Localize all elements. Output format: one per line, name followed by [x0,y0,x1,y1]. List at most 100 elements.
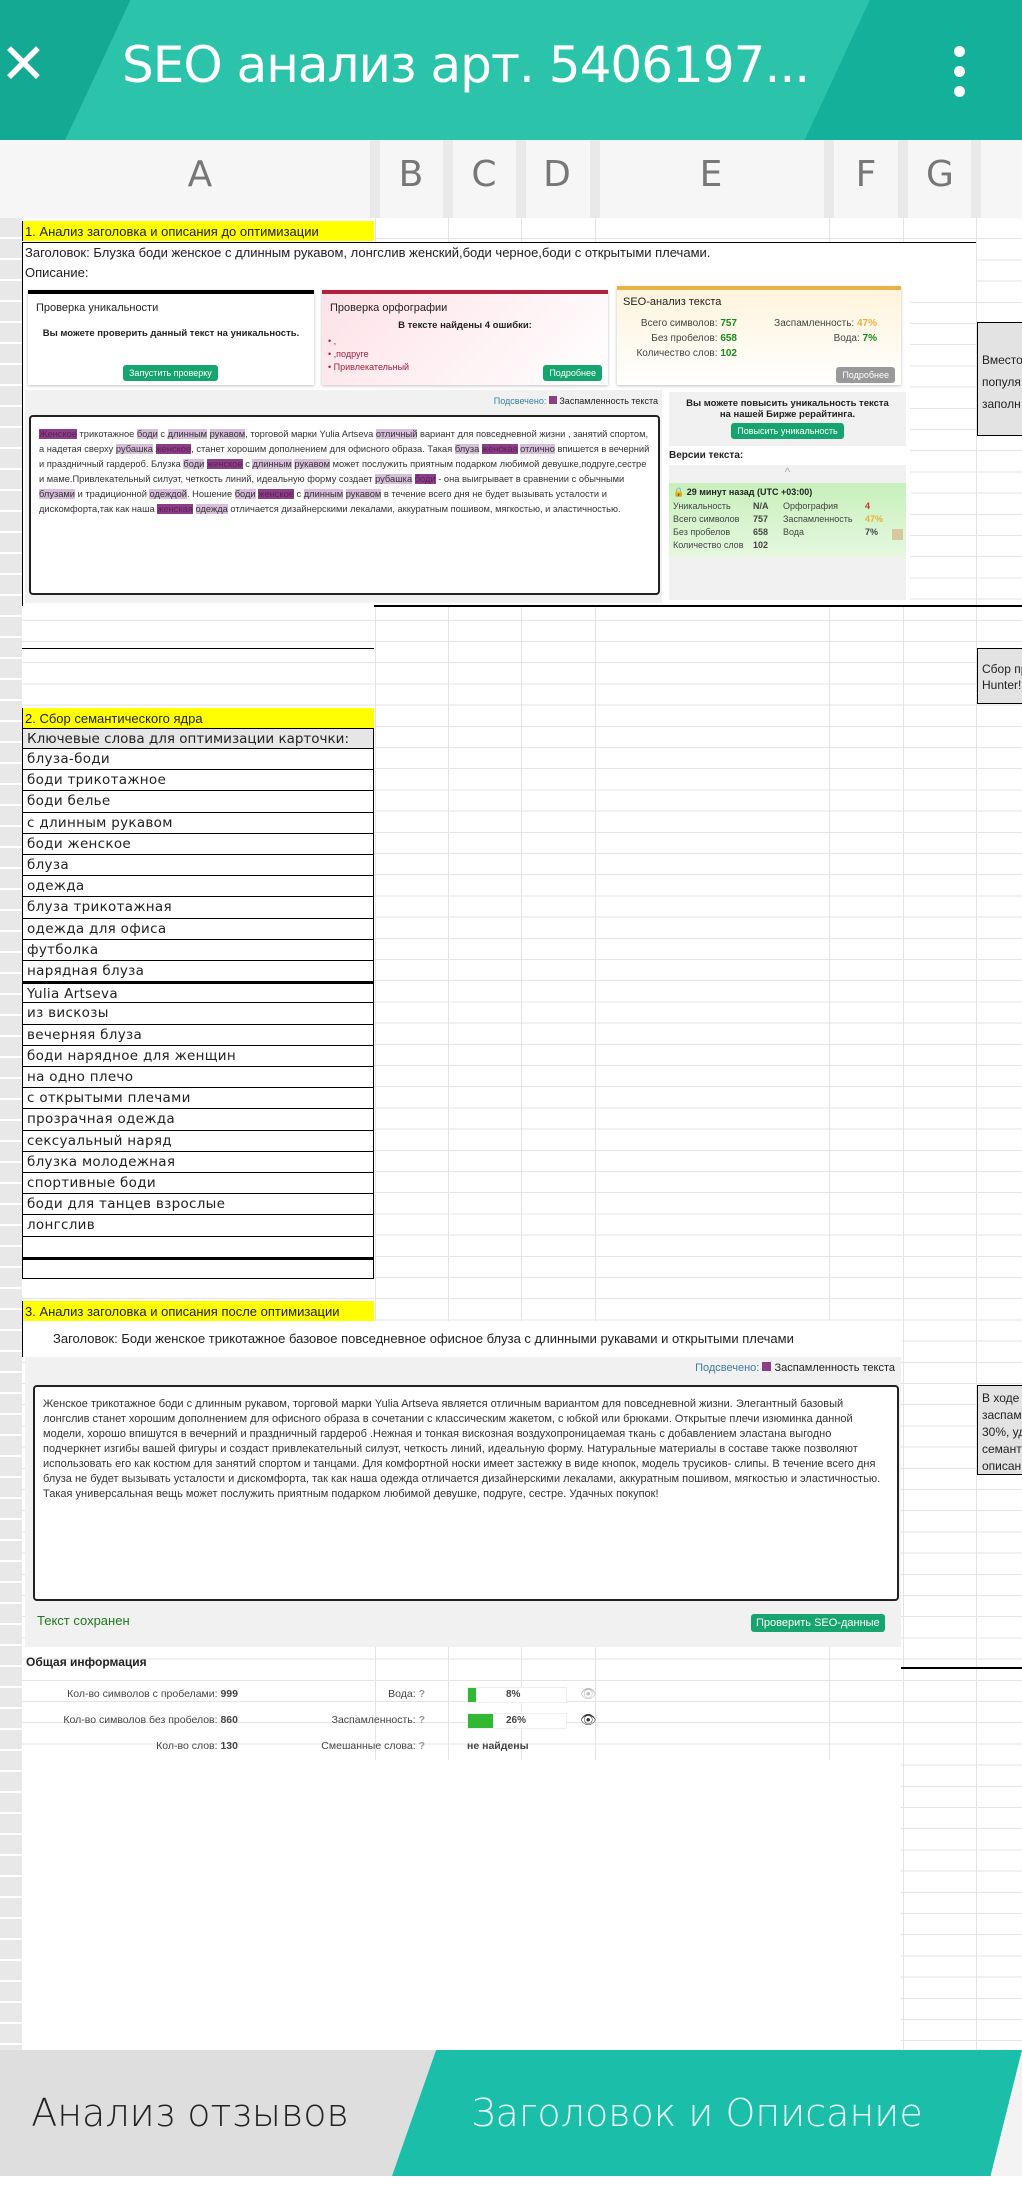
keyword-cell[interactable]: боди трикотажное [22,770,374,792]
keyword-cell[interactable]: футболка [22,939,374,961]
versions-panel: ^ 🔒 29 минут назад (UTC +03:00) Уникальн… [669,465,906,600]
column-resize-handle[interactable] [824,140,834,218]
keyword-cell[interactable] [22,1257,374,1279]
keyword-cell[interactable]: с длинным рукавом [22,812,374,834]
text-segment: и традиционной [75,489,150,499]
tab-reviews-analysis[interactable]: Анализ отзывов [0,2050,440,2176]
keyword-cell[interactable]: блуза [22,855,374,877]
keyword-cell[interactable]: одежда [22,876,374,898]
spam-highlighted-word: женское [206,459,243,469]
text-segment: вариант для повседневной жизни , занятий… [39,429,649,454]
versions-label: Версии текста: [669,450,744,461]
general-info-heading: Общая информация [26,1655,147,1669]
optimized-text-area[interactable]: Женское трикотажное боди с длинным рукав… [33,1385,899,1601]
spam-highlighted-word: одеждой [149,489,187,499]
more-vert-icon[interactable] [944,40,974,110]
spelling-error[interactable]: • , [328,336,337,346]
keyword-cell[interactable]: Yulia Artseva [22,982,374,1004]
eye-icon[interactable]: 👁 [580,1712,597,1727]
column-resize-handle[interactable] [443,140,453,218]
column-header-g[interactable]: G [926,154,954,195]
keyword-cell[interactable]: блуза трикотажная [22,897,374,919]
section-2-heading[interactable]: 2. Сбор семантического ядра [22,708,374,728]
section-3-title-cell[interactable]: Заголовок: Боди женское трикотажное базо… [22,1321,902,1357]
column-header-c[interactable]: C [471,154,497,195]
keyword-cell[interactable]: лонгслив [22,1215,374,1237]
increase-uniqueness-button[interactable]: Повысить уникальность [731,423,844,439]
uniqueness-title: Проверка уникальности [36,302,159,314]
keyword-cell[interactable]: блуза-боди [22,749,374,771]
text-segment: . Ношение [186,489,235,499]
close-icon[interactable]: ✕ [0,32,47,97]
section-1-heading[interactable]: 1. Анализ заголовка и описания до оптими… [22,221,374,241]
version-entry[interactable]: 🔒 29 минут назад (UTC +03:00) Уникальнос… [669,483,906,557]
original-text-area[interactable]: Женское трикотажное боди с длинным рукав… [29,415,660,595]
chevron-up-icon[interactable]: ^ [784,465,791,479]
column-header-b[interactable]: B [398,154,424,195]
spam-highlighted-word: рубашка [375,474,413,484]
spam-highlighted-word: Женское [39,429,77,439]
mixed-words-value: не найдены [467,1740,529,1752]
keyword-cell[interactable]: на одно плечо [22,1067,374,1089]
keyword-cell[interactable]: боди белье [22,791,374,813]
column-resize-handle[interactable] [590,140,600,218]
keyword-cell[interactable]: боди нарядное для женщин [22,1045,374,1067]
spelling-title: Проверка орфографии [330,302,448,314]
eye-icon[interactable]: 👁 [580,1686,597,1701]
keyword-cell[interactable]: с открытыми плечами [22,1088,374,1110]
help-icon[interactable]: ? [418,1688,425,1700]
tab-title-description[interactable]: Заголовок и Описание [392,2050,1022,2176]
column-resize-handle[interactable] [898,140,908,218]
column-headers: A B C D E F G [0,140,1022,218]
spam-highlighted-word: рукавом [345,489,382,499]
column-resize-handle[interactable] [370,140,380,218]
keyword-cell[interactable]: из вискозы [22,1003,374,1025]
section-1-title-cell[interactable]: Заголовок: Блузка боди женское с длинным… [22,242,976,263]
seo-details-button[interactable]: Подробнее [836,367,895,383]
side-note-3[interactable]: В ходе заспам 30%, уд семант описан [977,1385,1022,1475]
keyword-cell[interactable]: вечерняя блуза [22,1024,374,1046]
text-segment: впишется в вечерний и праздничный гардер… [39,444,650,469]
start-check-button[interactable]: Запустить проверку [123,365,218,381]
section-3-heading[interactable]: 3. Анализ заголовка и описания после опт… [22,1301,374,1321]
help-icon[interactable]: ? [418,1714,425,1726]
rewrite-promo: Вы можете повысить уникальность текста н… [669,392,906,446]
check-seo-button[interactable]: Проверить SEO-данные [751,1614,885,1632]
keyword-cell[interactable]: боди женское [22,833,374,855]
keyword-cell[interactable]: нарядная блуза [22,961,374,983]
spelling-error[interactable]: • ,подруге [328,349,369,359]
keyword-cell[interactable]: одежда для офиса [22,918,374,940]
description-label[interactable]: Описание: [22,263,976,283]
text-segment: с [157,429,168,439]
keyword-cell[interactable]: блузка молодежная [22,1151,374,1173]
spelling-summary: В тексте найдены 4 ошибки: [398,320,532,331]
keywords-header[interactable]: Ключевые слова для оптимизации карточки: [22,728,374,749]
column-header-a[interactable]: A [187,154,213,195]
spam-highlighted-word: отличный [375,429,418,439]
spam-highlighted-word: боди [136,429,158,439]
spam-highlighted-word: женская [157,504,193,514]
text-segment: с [293,489,304,499]
row-number-gutter[interactable] [0,218,22,2050]
column-resize-handle[interactable] [516,140,526,218]
spelling-error[interactable]: • Привлекательный [328,362,410,372]
keyword-cell[interactable]: боди для танцев взрослые [22,1194,374,1216]
column-resize-handle[interactable] [971,140,981,218]
spam-highlighted-word: длинным [303,489,344,499]
keyword-cell[interactable]: прозрачная одежда [22,1109,374,1131]
help-icon[interactable]: ? [418,1740,425,1752]
column-header-e[interactable]: E [699,154,723,195]
chars-with-spaces-value: 999 [220,1688,238,1700]
spelling-details-button[interactable]: Подробнее [543,365,602,381]
spelling-card: Проверка орфографии В тексте найдены 4 о… [322,290,608,385]
seo-title: SEO-анализ текста [623,296,722,308]
spam-highlighted-word: рукавом [209,429,246,439]
keyword-cell[interactable] [22,1236,374,1258]
side-note-1[interactable]: Вместо популя заполн [977,322,1022,436]
column-header-d[interactable]: D [543,154,571,195]
keyword-cell[interactable]: сексуальный наряд [22,1130,374,1152]
delete-version-icon[interactable] [892,529,903,540]
keyword-cell[interactable]: спортивные боди [22,1173,374,1195]
side-note-2[interactable]: Сбор пр Hunter! [977,648,1022,704]
column-header-f[interactable]: F [855,154,877,195]
